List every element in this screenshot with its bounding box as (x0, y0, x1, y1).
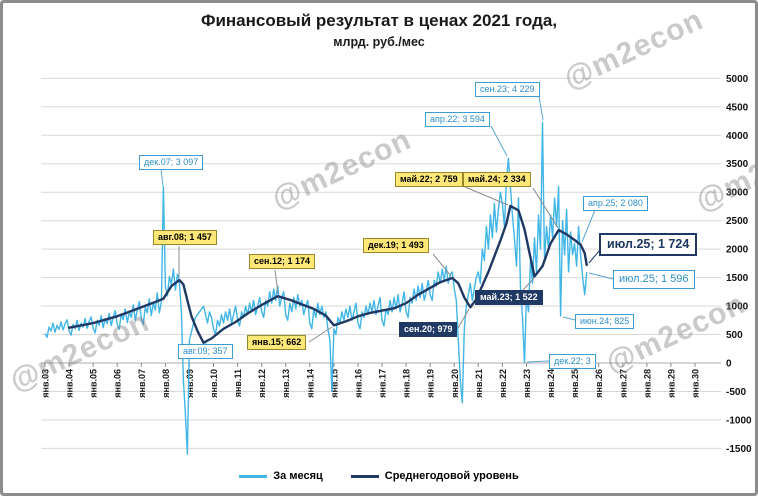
annotation-connector (538, 95, 544, 121)
x-tick-label: янв.26 (594, 369, 604, 398)
x-tick-label: янв.08 (161, 369, 171, 398)
legend-label: Среднегодовой уровень (384, 470, 519, 482)
x-tick-label: янв.05 (89, 369, 99, 398)
x-tick-label: янв.23 (522, 369, 532, 398)
annotation-connector (490, 125, 508, 157)
x-tick-label: янв.13 (281, 369, 291, 398)
legend-item: За месяц (239, 470, 323, 482)
x-tick-label: янв.29 (666, 369, 676, 398)
y-tick-label: -500 (726, 387, 746, 398)
chart-subtitle: млрд. руб./мес (333, 35, 425, 49)
legend-line-swatch (239, 474, 268, 478)
y-tick-label: 4500 (726, 102, 749, 113)
annotation-connector (522, 277, 535, 291)
x-tick-label: янв.27 (618, 369, 628, 398)
x-tick-label: янв.17 (378, 369, 388, 398)
y-tick-label: 2000 (726, 245, 749, 256)
y-tick-label: 0 (726, 359, 732, 370)
x-tick-label: янв.24 (546, 369, 556, 398)
annotation-connector (526, 360, 550, 363)
x-tick-label: янв.28 (642, 369, 652, 398)
y-tick-label: 3500 (726, 159, 749, 170)
legend-item: Среднегодовой уровень (350, 470, 519, 482)
y-tick-label: -1500 (726, 444, 752, 455)
x-tick-label: янв.19 (426, 369, 436, 398)
annotation-connector (274, 269, 279, 295)
x-tick-label: янв.07 (137, 369, 147, 398)
annotation-connector (160, 168, 164, 187)
x-tick-label: янв.21 (474, 369, 484, 398)
legend-line-swatch (350, 474, 379, 478)
y-tick-label: 5000 (726, 74, 749, 85)
x-tick-label: янв.06 (113, 369, 123, 398)
annotation-connector (464, 186, 509, 206)
y-tick-label: 2500 (726, 216, 749, 227)
monthly-series-line (44, 121, 588, 455)
y-tick-label: 3000 (726, 188, 749, 199)
annotation-connector (581, 209, 596, 243)
annotation-connector (432, 253, 452, 277)
x-tick-label: янв.16 (354, 369, 364, 398)
x-tick-label: янв.04 (65, 369, 75, 398)
x-tick-label: янв.18 (402, 369, 412, 398)
x-tick-label: янв.25 (570, 369, 580, 398)
annotation-connector (532, 187, 559, 229)
annotation-connector (588, 250, 600, 264)
x-tick-label: янв.09 (185, 369, 195, 398)
y-tick-label: 4000 (726, 131, 749, 142)
x-tick-label: янв.14 (305, 369, 315, 398)
chart-title: Финансовый результат в ценах 2021 года, (200, 11, 558, 30)
chart-canvas: 5000450040003500300025002000150010005000… (41, 74, 753, 455)
x-tick-label: янв.11 (233, 369, 243, 397)
y-tick-label: 1500 (726, 273, 749, 284)
y-tick-label: -1000 (726, 415, 752, 426)
y-tick-label: 500 (726, 330, 743, 341)
annotation-connector (562, 316, 576, 321)
annotation-connector (308, 326, 333, 343)
annotation-connector (588, 272, 614, 280)
y-tick-label: 1000 (726, 302, 749, 313)
x-tick-label: янв.12 (257, 369, 267, 398)
legend-label: За месяц (273, 470, 323, 482)
x-tick-label: янв.10 (209, 369, 219, 398)
x-tick-label: янв.03 (41, 369, 51, 398)
x-tick-label: янв.15 (329, 369, 339, 398)
chart-legend: За месяц Среднегодовой уровень (3, 470, 755, 482)
x-tick-label: янв.20 (450, 369, 460, 398)
average-series-line (67, 204, 588, 344)
x-tick-label: янв.30 (691, 369, 701, 398)
x-tick-label: янв.22 (498, 369, 508, 398)
annotation-connector (457, 308, 470, 329)
